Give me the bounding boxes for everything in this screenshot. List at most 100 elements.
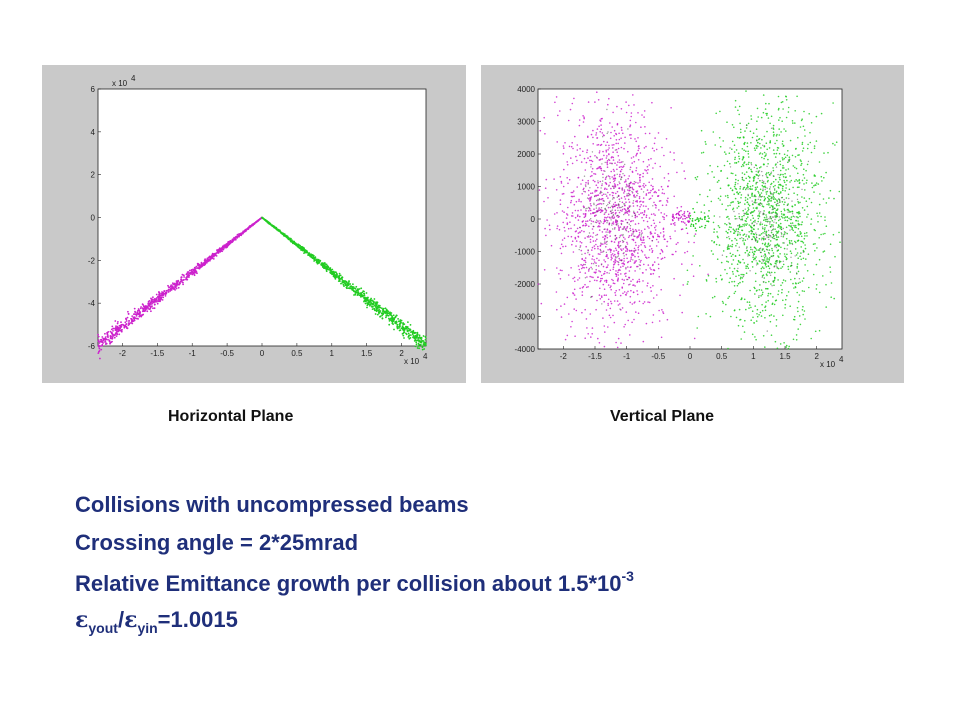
scatter-point bbox=[384, 307, 387, 310]
scatter-point bbox=[571, 212, 574, 214]
scatter-point bbox=[727, 184, 730, 187]
scatter-point bbox=[780, 235, 782, 237]
scatter-point bbox=[267, 221, 269, 224]
scatter-point bbox=[767, 163, 769, 165]
scatter-point bbox=[776, 266, 778, 268]
scatter-point bbox=[116, 330, 118, 333]
scatter-point bbox=[158, 296, 161, 299]
scatter-point bbox=[596, 194, 599, 197]
scatter-point bbox=[626, 189, 629, 191]
scatter-point bbox=[824, 216, 826, 218]
scatter-point bbox=[615, 249, 618, 251]
scatter-point bbox=[681, 263, 683, 265]
scatter-point bbox=[331, 271, 333, 274]
scatter-point bbox=[639, 268, 641, 270]
scatter-point bbox=[748, 204, 751, 207]
scatter-point bbox=[562, 245, 564, 248]
scatter-point bbox=[128, 320, 130, 322]
scatter-point bbox=[804, 318, 806, 320]
scatter-point bbox=[797, 220, 799, 222]
scatter-point bbox=[667, 185, 669, 188]
scatter-point bbox=[765, 153, 767, 155]
scatter-point bbox=[634, 285, 636, 287]
x-tick-label: 2 bbox=[399, 349, 404, 358]
scatter-point bbox=[731, 280, 733, 283]
scatter-point bbox=[784, 201, 786, 203]
scatter-point bbox=[583, 116, 585, 118]
scatter-point bbox=[749, 225, 752, 227]
scatter-point bbox=[553, 213, 556, 215]
scatter-point bbox=[772, 224, 774, 226]
scatter-point bbox=[759, 196, 762, 198]
scatter-point bbox=[588, 268, 590, 271]
scatter-point bbox=[818, 329, 821, 332]
scatter-point bbox=[595, 134, 597, 136]
scatter-point bbox=[764, 255, 767, 257]
scatter-point bbox=[782, 185, 784, 187]
scatter-point bbox=[707, 273, 709, 276]
scatter-point bbox=[599, 270, 602, 273]
scatter-point bbox=[606, 141, 609, 143]
scatter-point bbox=[625, 179, 627, 181]
scatter-point bbox=[155, 293, 158, 296]
scatter-point bbox=[282, 233, 285, 236]
scatter-point bbox=[639, 152, 642, 154]
scatter-point bbox=[604, 178, 607, 180]
scatter-point bbox=[751, 238, 753, 241]
scatter-point bbox=[622, 132, 624, 135]
scatter-point bbox=[576, 215, 579, 217]
scatter-point bbox=[785, 256, 787, 259]
scatter-point bbox=[764, 346, 766, 348]
scatter-point bbox=[116, 322, 119, 325]
scatter-point bbox=[612, 255, 615, 257]
scatter-point bbox=[761, 242, 764, 245]
scatter-point bbox=[611, 257, 613, 260]
scatter-point bbox=[681, 311, 683, 314]
scatter-point bbox=[756, 241, 759, 243]
scatter-point bbox=[588, 225, 590, 228]
scatter-point bbox=[235, 237, 238, 239]
scatter-point bbox=[605, 219, 608, 221]
scatter-point bbox=[833, 197, 835, 200]
scatter-point bbox=[607, 326, 609, 328]
scatter-point bbox=[768, 102, 770, 105]
scatter-point bbox=[676, 207, 679, 209]
scatter-point bbox=[796, 216, 798, 218]
scatter-point bbox=[637, 192, 639, 195]
scatter-point bbox=[561, 239, 564, 241]
scatter-point bbox=[733, 292, 736, 295]
scatter-point bbox=[766, 148, 768, 151]
scatter-point bbox=[115, 335, 118, 337]
scatter-point bbox=[637, 145, 640, 148]
scatter-point bbox=[751, 185, 754, 187]
scatter-point bbox=[648, 217, 651, 219]
scatter-point bbox=[777, 249, 780, 251]
scatter-point bbox=[765, 260, 767, 263]
scatter-point bbox=[348, 280, 350, 282]
scatter-point bbox=[663, 218, 665, 221]
scatter-point bbox=[741, 158, 744, 161]
scatter-point bbox=[755, 181, 758, 184]
scatter-point bbox=[771, 255, 773, 258]
scatter-point bbox=[655, 148, 658, 151]
scatter-point bbox=[245, 228, 248, 231]
scatter-point bbox=[790, 278, 792, 281]
scatter-point bbox=[787, 203, 789, 205]
scatter-point bbox=[728, 152, 731, 154]
scatter-point bbox=[638, 208, 641, 211]
scatter-point bbox=[577, 219, 580, 221]
scatter-point bbox=[617, 209, 619, 212]
scatter-point bbox=[591, 333, 593, 335]
scatter-point bbox=[616, 346, 619, 349]
scatter-point bbox=[762, 189, 764, 192]
scatter-point bbox=[619, 235, 621, 237]
scatter-point bbox=[415, 343, 418, 346]
scatter-point bbox=[595, 199, 598, 202]
scatter-point bbox=[807, 213, 809, 216]
scatter-point bbox=[756, 135, 758, 138]
scatter-point bbox=[553, 178, 555, 180]
scatter-point bbox=[721, 254, 724, 256]
scatter-point bbox=[600, 295, 603, 297]
scatter-point bbox=[766, 218, 768, 220]
scatter-point bbox=[745, 171, 748, 173]
